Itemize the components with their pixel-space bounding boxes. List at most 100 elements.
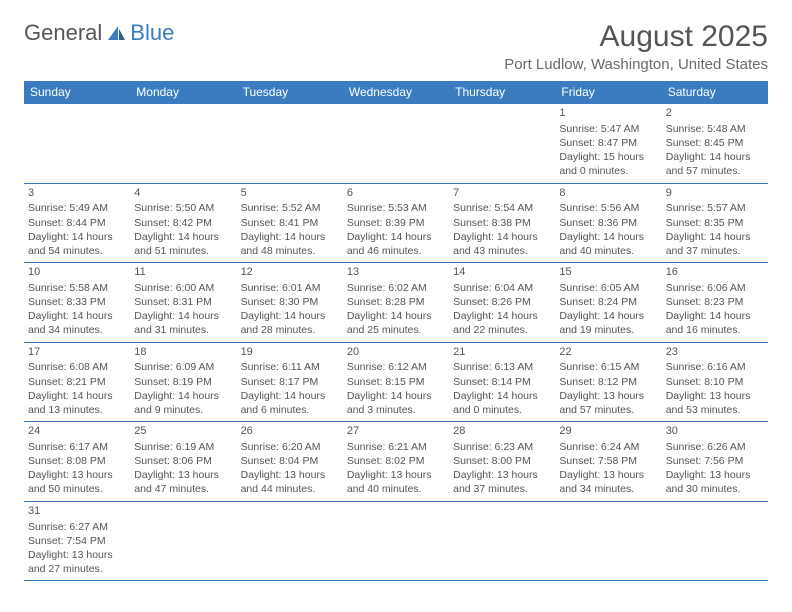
- calendar-week: 31Sunrise: 6:27 AMSunset: 7:54 PMDayligh…: [24, 501, 768, 581]
- calendar-day: 26Sunrise: 6:20 AMSunset: 8:04 PMDayligh…: [237, 422, 343, 502]
- calendar-day-empty: [449, 104, 555, 184]
- sunset-text: Sunset: 8:45 PM: [666, 136, 764, 150]
- calendar-day: 3Sunrise: 5:49 AMSunset: 8:44 PMDaylight…: [24, 183, 130, 263]
- sunset-text: Sunset: 8:23 PM: [666, 295, 764, 309]
- sunrise-text: Sunrise: 5:56 AM: [559, 201, 657, 215]
- sunset-text: Sunset: 8:24 PM: [559, 295, 657, 309]
- sunset-text: Sunset: 8:02 PM: [347, 454, 445, 468]
- day-header: Saturday: [662, 81, 768, 104]
- logo: General Blue: [24, 20, 174, 46]
- day-number: 17: [28, 345, 126, 360]
- day-number: 26: [241, 424, 339, 439]
- sunset-text: Sunset: 7:58 PM: [559, 454, 657, 468]
- calendar-week: 1Sunrise: 5:47 AMSunset: 8:47 PMDaylight…: [24, 104, 768, 184]
- calendar-week: 10Sunrise: 5:58 AMSunset: 8:33 PMDayligh…: [24, 263, 768, 343]
- calendar-day: 9Sunrise: 5:57 AMSunset: 8:35 PMDaylight…: [662, 183, 768, 263]
- sunset-text: Sunset: 8:28 PM: [347, 295, 445, 309]
- calendar-day: 27Sunrise: 6:21 AMSunset: 8:02 PMDayligh…: [343, 422, 449, 502]
- day-header: Friday: [555, 81, 661, 104]
- calendar-day: 8Sunrise: 5:56 AMSunset: 8:36 PMDaylight…: [555, 183, 661, 263]
- sunset-text: Sunset: 8:31 PM: [134, 295, 232, 309]
- day-number: 10: [28, 265, 126, 280]
- sunrise-text: Sunrise: 6:01 AM: [241, 281, 339, 295]
- sunrise-text: Sunrise: 6:13 AM: [453, 360, 551, 374]
- sunrise-text: Sunrise: 6:24 AM: [559, 440, 657, 454]
- sunset-text: Sunset: 8:12 PM: [559, 375, 657, 389]
- sunset-text: Sunset: 8:15 PM: [347, 375, 445, 389]
- sunrise-text: Sunrise: 5:48 AM: [666, 122, 764, 136]
- sunrise-text: Sunrise: 6:23 AM: [453, 440, 551, 454]
- calendar-week: 3Sunrise: 5:49 AMSunset: 8:44 PMDaylight…: [24, 183, 768, 263]
- day-header: Tuesday: [237, 81, 343, 104]
- calendar-day: 30Sunrise: 6:26 AMSunset: 7:56 PMDayligh…: [662, 422, 768, 502]
- day-number: 12: [241, 265, 339, 280]
- sunset-text: Sunset: 8:21 PM: [28, 375, 126, 389]
- daylight-text: Daylight: 14 hours and 37 minutes.: [666, 230, 764, 258]
- calendar-day: 4Sunrise: 5:50 AMSunset: 8:42 PMDaylight…: [130, 183, 236, 263]
- sunset-text: Sunset: 8:41 PM: [241, 216, 339, 230]
- calendar-day: 2Sunrise: 5:48 AMSunset: 8:45 PMDaylight…: [662, 104, 768, 184]
- day-header: Wednesday: [343, 81, 449, 104]
- daylight-text: Daylight: 14 hours and 51 minutes.: [134, 230, 232, 258]
- calendar-day: 12Sunrise: 6:01 AMSunset: 8:30 PMDayligh…: [237, 263, 343, 343]
- sunset-text: Sunset: 8:06 PM: [134, 454, 232, 468]
- calendar-day: 11Sunrise: 6:00 AMSunset: 8:31 PMDayligh…: [130, 263, 236, 343]
- calendar-day-empty: [237, 104, 343, 184]
- daylight-text: Daylight: 14 hours and 54 minutes.: [28, 230, 126, 258]
- page-subtitle: Port Ludlow, Washington, United States: [504, 56, 768, 73]
- calendar-day-empty: [237, 501, 343, 581]
- day-number: 5: [241, 186, 339, 201]
- calendar-day: 28Sunrise: 6:23 AMSunset: 8:00 PMDayligh…: [449, 422, 555, 502]
- daylight-text: Daylight: 14 hours and 48 minutes.: [241, 230, 339, 258]
- daylight-text: Daylight: 13 hours and 37 minutes.: [453, 468, 551, 496]
- calendar-day-empty: [24, 104, 130, 184]
- day-number: 8: [559, 186, 657, 201]
- sunset-text: Sunset: 8:17 PM: [241, 375, 339, 389]
- sunrise-text: Sunrise: 5:53 AM: [347, 201, 445, 215]
- calendar-week: 17Sunrise: 6:08 AMSunset: 8:21 PMDayligh…: [24, 342, 768, 422]
- daylight-text: Daylight: 14 hours and 43 minutes.: [453, 230, 551, 258]
- day-number: 25: [134, 424, 232, 439]
- day-number: 19: [241, 345, 339, 360]
- sunrise-text: Sunrise: 6:16 AM: [666, 360, 764, 374]
- calendar-day-empty: [130, 501, 236, 581]
- calendar-day: 13Sunrise: 6:02 AMSunset: 8:28 PMDayligh…: [343, 263, 449, 343]
- day-header: Sunday: [24, 81, 130, 104]
- calendar-week: 24Sunrise: 6:17 AMSunset: 8:08 PMDayligh…: [24, 422, 768, 502]
- calendar-day-empty: [555, 501, 661, 581]
- sunset-text: Sunset: 7:56 PM: [666, 454, 764, 468]
- day-header-row: SundayMondayTuesdayWednesdayThursdayFrid…: [24, 81, 768, 104]
- sunrise-text: Sunrise: 5:47 AM: [559, 122, 657, 136]
- daylight-text: Daylight: 14 hours and 19 minutes.: [559, 309, 657, 337]
- calendar-day-empty: [130, 104, 236, 184]
- day-number: 23: [666, 345, 764, 360]
- sunrise-text: Sunrise: 6:09 AM: [134, 360, 232, 374]
- sunrise-text: Sunrise: 5:50 AM: [134, 201, 232, 215]
- sunset-text: Sunset: 8:44 PM: [28, 216, 126, 230]
- daylight-text: Daylight: 14 hours and 28 minutes.: [241, 309, 339, 337]
- sunset-text: Sunset: 8:47 PM: [559, 136, 657, 150]
- daylight-text: Daylight: 14 hours and 9 minutes.: [134, 389, 232, 417]
- day-number: 7: [453, 186, 551, 201]
- day-header: Monday: [130, 81, 236, 104]
- day-number: 20: [347, 345, 445, 360]
- calendar-day: 16Sunrise: 6:06 AMSunset: 8:23 PMDayligh…: [662, 263, 768, 343]
- title-block: August 2025 Port Ludlow, Washington, Uni…: [504, 20, 768, 73]
- sunset-text: Sunset: 8:36 PM: [559, 216, 657, 230]
- day-number: 13: [347, 265, 445, 280]
- sunrise-text: Sunrise: 6:20 AM: [241, 440, 339, 454]
- sunrise-text: Sunrise: 6:04 AM: [453, 281, 551, 295]
- sunrise-text: Sunrise: 5:52 AM: [241, 201, 339, 215]
- calendar-day: 5Sunrise: 5:52 AMSunset: 8:41 PMDaylight…: [237, 183, 343, 263]
- day-number: 6: [347, 186, 445, 201]
- day-number: 29: [559, 424, 657, 439]
- sunrise-text: Sunrise: 5:58 AM: [28, 281, 126, 295]
- sunrise-text: Sunrise: 5:57 AM: [666, 201, 764, 215]
- day-number: 4: [134, 186, 232, 201]
- daylight-text: Daylight: 14 hours and 25 minutes.: [347, 309, 445, 337]
- sunrise-text: Sunrise: 6:17 AM: [28, 440, 126, 454]
- daylight-text: Daylight: 14 hours and 22 minutes.: [453, 309, 551, 337]
- daylight-text: Daylight: 14 hours and 57 minutes.: [666, 150, 764, 178]
- calendar-day: 23Sunrise: 6:16 AMSunset: 8:10 PMDayligh…: [662, 342, 768, 422]
- daylight-text: Daylight: 13 hours and 40 minutes.: [347, 468, 445, 496]
